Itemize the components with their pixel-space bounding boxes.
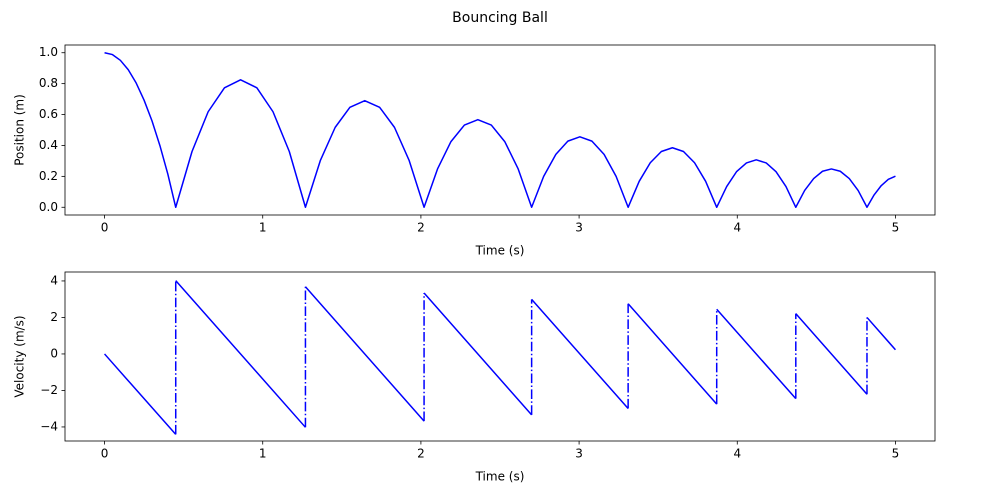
y-tick-label: 0.0 xyxy=(39,200,58,214)
x-tick-label: 1 xyxy=(259,221,267,235)
y-tick-label: −2 xyxy=(40,383,58,397)
x-axis-label: Time (s) xyxy=(475,470,525,484)
figure-title: Bouncing Ball xyxy=(452,10,548,26)
axes-frame xyxy=(64,271,936,442)
y-tick-label: 0 xyxy=(50,346,58,360)
y-tick-label: 0.2 xyxy=(39,169,58,183)
x-tick-label: 5 xyxy=(892,221,900,235)
x-axis-label: Time (s) xyxy=(475,244,525,258)
y-tick-label: 2 xyxy=(50,310,58,324)
x-tick-label: 3 xyxy=(575,221,583,235)
x-tick-label: 2 xyxy=(417,221,425,235)
x-tick-label: 0 xyxy=(101,447,109,461)
y-tick-label: 0.4 xyxy=(39,138,58,152)
x-tick-label: 0 xyxy=(101,221,109,235)
x-tick-label: 4 xyxy=(733,447,741,461)
x-tick-label: 4 xyxy=(733,221,741,235)
x-tick-label: 2 xyxy=(417,447,425,461)
x-tick-label: 5 xyxy=(892,447,900,461)
y-tick-label: 0.6 xyxy=(39,107,58,121)
data-line xyxy=(103,280,897,435)
y-tick-label: 4 xyxy=(50,273,58,287)
axes-frame xyxy=(64,44,936,216)
y-axis-label: Velocity (m/s) xyxy=(13,315,27,397)
y-tick-label: 0.8 xyxy=(39,76,58,90)
y-axis-label: Position (m) xyxy=(13,94,27,166)
y-tick-label: 1.0 xyxy=(39,45,58,59)
data-line xyxy=(174,280,868,435)
y-tick-label: −4 xyxy=(40,419,58,433)
x-tick-label: 1 xyxy=(259,447,267,461)
x-tick-label: 3 xyxy=(575,447,583,461)
data-line xyxy=(104,51,896,209)
